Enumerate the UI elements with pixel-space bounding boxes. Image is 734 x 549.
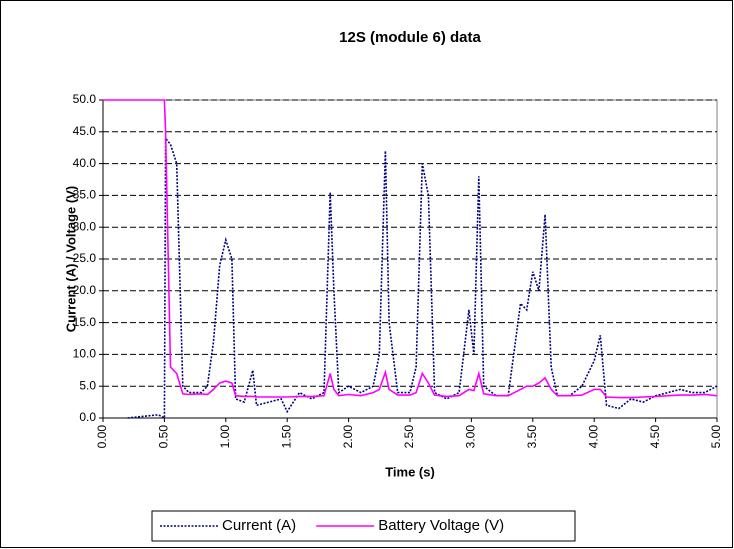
y-tick-label: 25.0 bbox=[73, 251, 97, 265]
y-tick-label: 30.0 bbox=[73, 219, 97, 233]
y-tick-label: 45.0 bbox=[73, 124, 97, 138]
y-tick-label: 50.0 bbox=[73, 92, 97, 106]
y-tick-label: 20.0 bbox=[73, 283, 97, 297]
chart-title: 12S (module 6) data bbox=[339, 29, 481, 46]
legend-label: Battery Voltage (V) bbox=[378, 517, 504, 534]
y-tick-label: 40.0 bbox=[73, 156, 97, 170]
legend-label: Current (A) bbox=[222, 517, 296, 534]
x-tick-label: 4.50 bbox=[648, 425, 662, 449]
series-line bbox=[103, 99, 718, 399]
x-tick-label: 3.00 bbox=[464, 425, 478, 449]
x-tick-label: 1.00 bbox=[218, 425, 232, 449]
x-tick-label: 2.00 bbox=[341, 425, 355, 449]
x-tick-label: 1.50 bbox=[279, 425, 293, 449]
x-tick-label: 2.50 bbox=[402, 425, 416, 449]
x-tick-label: 5.00 bbox=[709, 425, 723, 449]
x-tick-label: 0.00 bbox=[95, 425, 109, 449]
y-axis-title: Current (A) / Voltage (V) bbox=[63, 186, 78, 332]
x-axis-title: Time (s) bbox=[385, 464, 435, 479]
y-tick-label: 15.0 bbox=[73, 315, 97, 329]
y-tick-label: 35.0 bbox=[73, 188, 97, 202]
x-tick-label: 0.50 bbox=[157, 425, 171, 449]
x-tick-label: 4.00 bbox=[586, 425, 600, 449]
y-tick-label: 5.0 bbox=[79, 378, 96, 392]
x-tick-label: 3.50 bbox=[525, 425, 539, 449]
series-line bbox=[127, 135, 718, 420]
y-tick-label: 0.0 bbox=[79, 410, 96, 424]
y-tick-label: 10.0 bbox=[73, 347, 97, 361]
